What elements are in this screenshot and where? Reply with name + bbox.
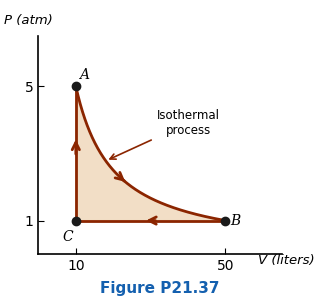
Text: Figure P21.37: Figure P21.37 — [100, 281, 220, 296]
Text: C: C — [62, 230, 73, 244]
Text: A: A — [80, 68, 90, 82]
Text: B: B — [230, 213, 240, 228]
Text: Isothermal
process: Isothermal process — [110, 109, 220, 159]
Y-axis label: P (atm): P (atm) — [4, 14, 53, 27]
X-axis label: V (liters): V (liters) — [258, 254, 315, 267]
Polygon shape — [76, 86, 226, 221]
